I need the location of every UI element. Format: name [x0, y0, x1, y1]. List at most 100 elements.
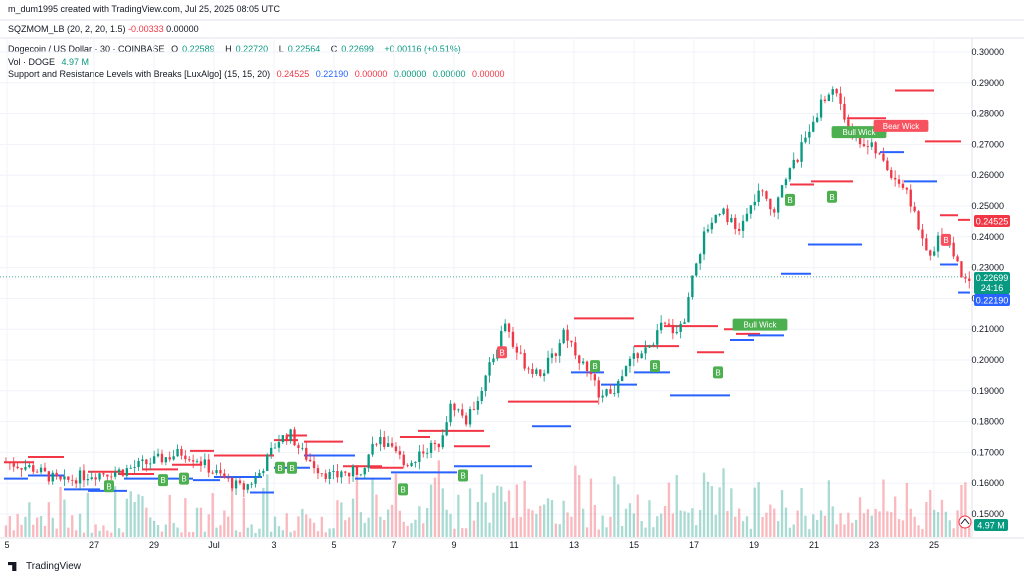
candle-body [379, 437, 382, 445]
volume-legend[interactable]: Vol · DOGE 4.97 M [8, 57, 93, 67]
volume-bar [152, 520, 156, 537]
candle-body [570, 340, 573, 343]
volume-bar [453, 528, 456, 537]
symbol-title[interactable]: Dogecoin / US Dollar · 30 · COINBASE [8, 44, 165, 54]
candle-body [168, 457, 171, 460]
volume-bar [648, 500, 651, 537]
volume-bar [687, 512, 690, 537]
candle-body [535, 369, 538, 374]
candle-body [574, 342, 577, 356]
bull-break-label-text: B [289, 464, 294, 473]
volume-bar [780, 490, 784, 537]
volume-bar [211, 493, 214, 537]
volume-bar [944, 511, 948, 537]
candle-body [199, 461, 203, 466]
candle-body [63, 476, 66, 480]
volume-label[interactable]: Vol · DOGE [8, 57, 56, 67]
last-price-text: 0.22699 [976, 273, 1009, 283]
candle-body [874, 142, 877, 154]
volume-bar [82, 532, 86, 537]
volume-bar [831, 506, 834, 537]
candle-body [441, 435, 444, 448]
candle-body [35, 471, 39, 473]
candle-body [281, 435, 285, 443]
sr-indicator-label[interactable]: Support and Resistance Levels with Break… [8, 69, 271, 79]
candle-body [515, 346, 519, 353]
volume-bar [784, 507, 788, 537]
volume-bar [12, 530, 15, 537]
open-label: O 0.22589 [171, 44, 215, 54]
volume-bar [636, 494, 639, 537]
volume-bar [464, 528, 468, 537]
collapse-arrow-icon[interactable] [958, 515, 972, 529]
volume-bar [581, 508, 585, 537]
volume-bar [659, 513, 663, 537]
bull-break-label: B [785, 193, 795, 206]
tradingview-logo-icon [8, 562, 17, 571]
volume-bar [137, 494, 140, 537]
candle-body [710, 222, 714, 230]
sr-indicator-legend[interactable]: Support and Resistance Levels with Break… [8, 69, 509, 79]
candle-body [862, 144, 866, 147]
candle-body [207, 459, 210, 473]
time-tick-label: 23 [869, 540, 879, 550]
candle-body [266, 454, 269, 472]
candle-body [320, 473, 324, 475]
candles [4, 86, 971, 498]
candle-body [47, 471, 51, 482]
candle-body [316, 468, 320, 474]
candle-body [55, 472, 58, 477]
volume-bar [617, 484, 620, 537]
candle-body [363, 468, 366, 475]
candle-body [230, 477, 234, 489]
volume-bar [890, 512, 893, 537]
candle-body [429, 442, 433, 453]
volume-bar [16, 513, 19, 537]
footer-brand[interactable]: TradingView [8, 561, 81, 572]
symbol-legend[interactable]: Dogecoin / US Dollar · 30 · COINBASE O 0.… [8, 44, 465, 54]
time-axis[interactable]: 5 27 29 Jul 3 5 7 9 11 13 15 17 19 21 23 25 [4, 540, 939, 550]
candle-body [539, 369, 542, 376]
volume-bar [773, 508, 776, 537]
candle-body [305, 447, 308, 460]
candle-body [94, 477, 97, 480]
volume-bar [47, 502, 51, 537]
candle-body [180, 448, 183, 456]
candle-body [706, 229, 710, 232]
volume-bar [956, 510, 959, 537]
bear-break-label: B [497, 346, 507, 359]
volume-bar [379, 516, 382, 537]
volume-bar [593, 504, 597, 537]
candle-body [839, 93, 842, 104]
bull-break-label-text: B [181, 475, 186, 484]
candle-body [367, 454, 370, 469]
volume-bar [4, 525, 8, 537]
volume-bar [897, 519, 901, 537]
volume-bar [722, 468, 725, 537]
candle-body [59, 476, 62, 480]
volume-bar [293, 530, 296, 537]
candle-body [293, 429, 296, 446]
candle-body [32, 465, 35, 472]
price-axis[interactable]: 0.30000 0.29000 0.28000 0.27000 0.26000 0.250… [971, 47, 1004, 519]
volume-bar [960, 484, 963, 537]
volume-bar [964, 482, 967, 537]
candle-body [176, 448, 179, 457]
candle-body [386, 443, 390, 447]
candle-body [141, 459, 144, 462]
volume-bar [925, 501, 928, 537]
volume-bar [932, 509, 936, 537]
sr-value-1: 0.24525 [276, 69, 310, 79]
volume-bar [862, 513, 866, 537]
candle-body [90, 477, 93, 480]
volume-bar [418, 506, 421, 537]
candle-body [597, 380, 600, 398]
bull-break-label: B [275, 461, 285, 474]
volume-bar [28, 502, 31, 537]
volume-bar [769, 504, 772, 537]
volume-bar [585, 527, 589, 537]
volume-bar [172, 522, 175, 537]
volume-bar [737, 508, 741, 537]
volume-bar [113, 486, 117, 537]
